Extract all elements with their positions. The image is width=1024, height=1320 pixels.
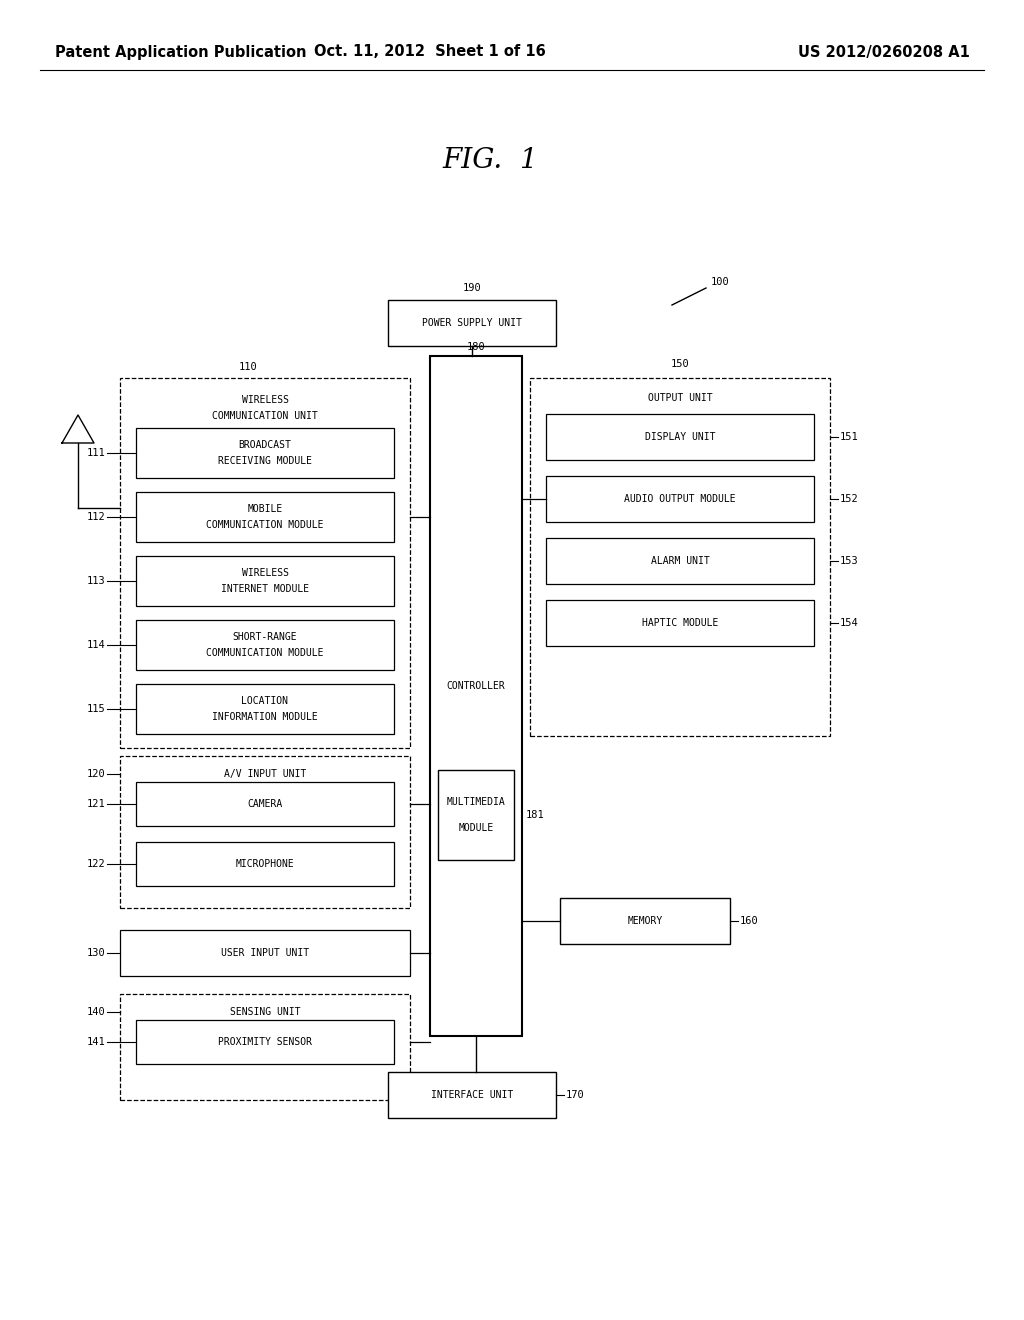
Text: 180: 180: [467, 342, 485, 352]
Bar: [136, 492, 394, 543]
Text: 141: 141: [86, 1038, 105, 1047]
Bar: [120, 756, 410, 908]
Text: 170: 170: [566, 1090, 585, 1100]
Bar: [546, 414, 814, 459]
Text: MEMORY: MEMORY: [628, 916, 663, 927]
Text: LOCATION: LOCATION: [242, 696, 289, 706]
Text: DISPLAY UNIT: DISPLAY UNIT: [645, 432, 715, 442]
Text: 150: 150: [671, 359, 689, 370]
Bar: [136, 781, 394, 826]
Text: 190: 190: [463, 282, 481, 293]
Text: WIRELESS: WIRELESS: [242, 395, 289, 405]
Bar: [546, 477, 814, 521]
Text: WIRELESS: WIRELESS: [242, 568, 289, 578]
Text: PROXIMITY SENSOR: PROXIMITY SENSOR: [218, 1038, 312, 1047]
Text: 114: 114: [86, 640, 105, 649]
Text: US 2012/0260208 A1: US 2012/0260208 A1: [798, 45, 970, 59]
Text: Patent Application Publication: Patent Application Publication: [55, 45, 306, 59]
Text: 120: 120: [86, 770, 105, 779]
Text: BROADCAST: BROADCAST: [239, 440, 292, 450]
Text: RECEIVING MODULE: RECEIVING MODULE: [218, 455, 312, 466]
Text: CONTROLLER: CONTROLLER: [446, 681, 506, 690]
Text: 110: 110: [239, 362, 257, 372]
Bar: [136, 684, 394, 734]
Bar: [388, 1072, 556, 1118]
Text: 111: 111: [86, 447, 105, 458]
Text: 152: 152: [840, 494, 859, 504]
Bar: [136, 556, 394, 606]
Bar: [120, 378, 410, 748]
Text: SENSING UNIT: SENSING UNIT: [229, 1007, 300, 1016]
Text: 153: 153: [840, 556, 859, 566]
Bar: [136, 428, 394, 478]
Text: 121: 121: [86, 799, 105, 809]
Bar: [438, 770, 514, 861]
Text: MODULE: MODULE: [459, 822, 494, 833]
Text: 151: 151: [840, 432, 859, 442]
Text: COMMUNICATION MODULE: COMMUNICATION MODULE: [206, 520, 324, 531]
Bar: [120, 994, 410, 1100]
Bar: [136, 842, 394, 886]
Text: FIG.  1: FIG. 1: [442, 147, 538, 173]
Bar: [120, 931, 410, 975]
Bar: [546, 539, 814, 583]
Text: 160: 160: [740, 916, 759, 927]
Bar: [136, 1020, 394, 1064]
Text: 100: 100: [711, 277, 729, 286]
Text: 113: 113: [86, 576, 105, 586]
Text: USER INPUT UNIT: USER INPUT UNIT: [221, 948, 309, 958]
Text: CAMERA: CAMERA: [248, 799, 283, 809]
Text: POWER SUPPLY UNIT: POWER SUPPLY UNIT: [422, 318, 522, 327]
Text: INFORMATION MODULE: INFORMATION MODULE: [212, 711, 317, 722]
Text: Oct. 11, 2012  Sheet 1 of 16: Oct. 11, 2012 Sheet 1 of 16: [314, 45, 546, 59]
Text: ALARM UNIT: ALARM UNIT: [650, 556, 710, 566]
Text: OUTPUT UNIT: OUTPUT UNIT: [648, 393, 713, 403]
Bar: [136, 620, 394, 671]
Text: COMMUNICATION MODULE: COMMUNICATION MODULE: [206, 648, 324, 657]
Text: MICROPHONE: MICROPHONE: [236, 859, 294, 869]
Text: MOBILE: MOBILE: [248, 504, 283, 513]
Text: AUDIO OUTPUT MODULE: AUDIO OUTPUT MODULE: [625, 494, 736, 504]
Text: 112: 112: [86, 512, 105, 521]
Text: 115: 115: [86, 704, 105, 714]
Text: MULTIMEDIA: MULTIMEDIA: [446, 797, 506, 807]
Bar: [430, 356, 522, 1036]
Text: 122: 122: [86, 859, 105, 869]
Text: 154: 154: [840, 618, 859, 628]
Text: A/V INPUT UNIT: A/V INPUT UNIT: [224, 770, 306, 779]
Text: COMMUNICATION UNIT: COMMUNICATION UNIT: [212, 411, 317, 421]
Bar: [546, 601, 814, 645]
Text: INTERFACE UNIT: INTERFACE UNIT: [431, 1090, 513, 1100]
Bar: [560, 898, 730, 944]
Bar: [388, 300, 556, 346]
Bar: [530, 378, 830, 737]
Text: INTERNET MODULE: INTERNET MODULE: [221, 583, 309, 594]
Text: 140: 140: [86, 1007, 105, 1016]
Text: 130: 130: [86, 948, 105, 958]
Text: SHORT-RANGE: SHORT-RANGE: [232, 632, 297, 642]
Text: HAPTIC MODULE: HAPTIC MODULE: [642, 618, 718, 628]
Text: 181: 181: [526, 810, 545, 820]
